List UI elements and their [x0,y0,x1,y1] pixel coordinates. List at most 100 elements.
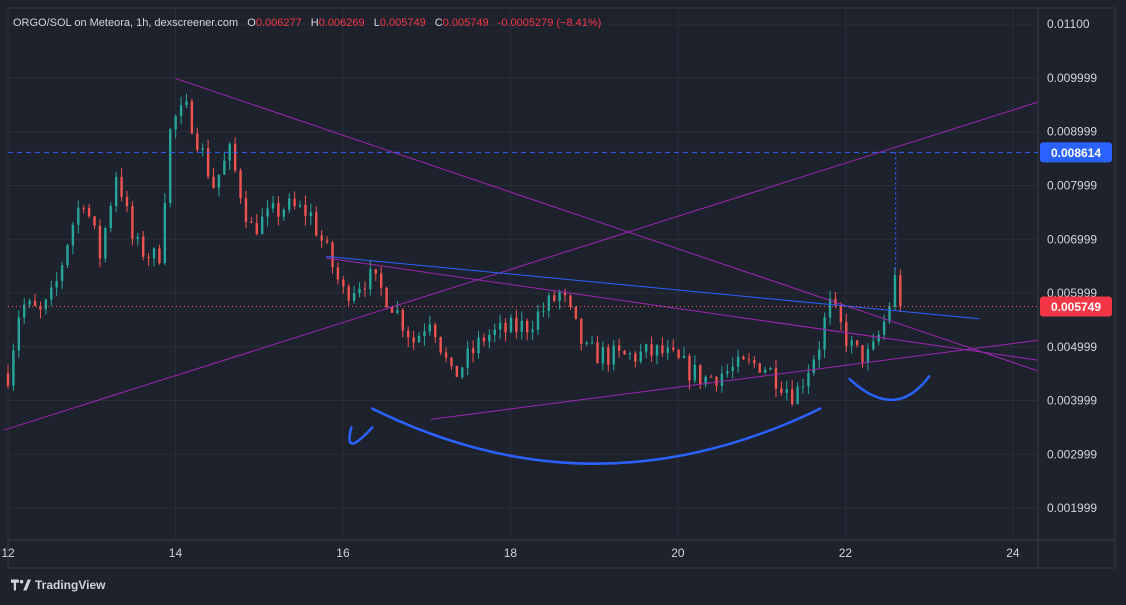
candle-body [320,235,323,241]
candle-body [807,372,810,387]
candle-body [471,348,475,354]
candle-body [688,355,691,381]
candle-body [260,216,264,235]
candle-body [531,329,534,333]
candle-body [455,365,459,377]
candle-body [482,337,486,342]
candle-body [158,248,161,264]
candle-body [77,207,80,225]
candle-body [358,288,361,293]
candle-body [28,300,31,305]
candle-body [639,351,642,362]
high-label: H [310,17,319,29]
candle-body [839,305,843,323]
candle-body [855,340,859,346]
candle-body [547,295,551,311]
candle-body [44,299,48,310]
candle-body [428,324,432,332]
y-tick-label: 0.006999 [1047,232,1097,246]
candle-body [98,225,102,259]
candle-body [882,321,886,335]
candle-body [861,345,864,363]
candle-body [331,242,334,268]
candle-body [277,203,280,217]
candle-body [352,292,356,301]
candle-body [104,228,107,259]
candle-body [369,269,372,290]
candle-body [763,369,767,373]
candle-body [55,281,58,288]
candle-body [33,300,37,307]
candle-body [607,347,610,365]
candle-body [206,148,210,177]
candle-body [298,204,302,207]
candle-body [93,216,96,226]
candle-body [617,345,621,351]
candle-body [796,386,799,405]
y-tick-label: 0.004999 [1047,340,1097,354]
candle-body [255,222,258,235]
candle-body [417,336,421,343]
tradingview-logo-icon [11,579,31,591]
x-tick-label: 16 [336,546,350,560]
candle-body [282,209,286,217]
candle-body [563,291,567,296]
candle-body [39,306,42,310]
tradingview-brand: TradingView [35,578,106,592]
candle-body [877,334,880,342]
candle-body [401,310,404,331]
candle-body [412,337,415,343]
candle-body [60,265,64,282]
candle-body [488,335,491,342]
candle-body [812,359,816,373]
target-price-label-bg [1040,142,1112,163]
candle-body [704,376,707,385]
candle-body [250,221,253,223]
candle-body [720,373,724,386]
candle-body [407,330,410,338]
candle-body [439,337,442,353]
candle-body [790,389,794,405]
candle-body [553,295,556,301]
candle-body [726,370,729,374]
candle-body [899,275,902,307]
candle-body [628,353,632,355]
x-tick-label: 18 [504,546,518,560]
candle-body [580,318,583,344]
candle-body [466,348,469,368]
candle-body [6,373,10,386]
candle-body [309,212,313,217]
candle-body [450,357,453,366]
candle-body [509,317,513,333]
tradingview-footer[interactable]: TradingView [11,578,105,592]
last-price-label: 0.005749 [1051,300,1101,314]
candle-body [574,306,578,319]
candle-body [823,317,826,350]
candle-body [709,376,713,378]
candle-body [672,347,675,350]
trendline-purple [430,339,1039,420]
close-label: C [434,17,443,29]
close-value: 0.005749 [442,17,489,29]
candle-body [536,311,540,330]
candle-body [498,322,502,330]
trendline-purple [3,101,1039,431]
y-tick-label: 0.007999 [1047,178,1097,192]
candle-body [590,342,594,344]
target-price-label: 0.008614 [1051,146,1101,160]
candle-body [147,256,150,259]
candle-body [515,317,518,332]
candle-body [109,205,112,229]
candle-body [828,298,832,318]
candle-body [585,342,588,344]
candle-body [888,307,891,322]
change-value: -0.0005279 (−8.41%) [497,17,602,29]
high-value: 0.006269 [318,17,365,29]
candle-body [655,345,659,356]
candle-body [196,133,199,150]
low-value: 0.005749 [379,17,426,29]
candle-body [266,208,269,217]
y-tick-label: 0.003999 [1047,394,1097,408]
